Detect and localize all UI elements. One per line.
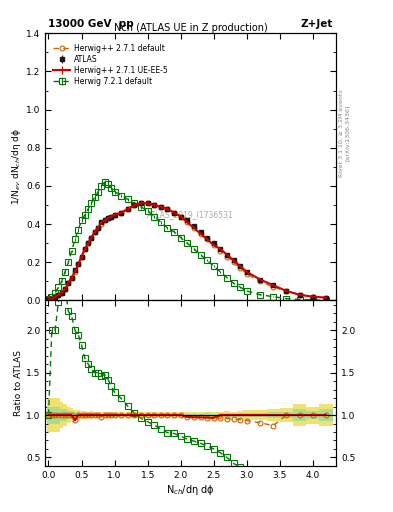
Legend: Herwig++ 2.7.1 default, ATLAS, Herwig++ 2.7.1 UE-EE-5, Herwig 7.2.1 default: Herwig++ 2.7.1 default, ATLAS, Herwig++ … — [52, 42, 169, 87]
Herwig++ 2.7.1 default — [284, 288, 289, 294]
Herwig++ 2.7.1 default — [66, 280, 71, 286]
Text: ATLAS_2019_I1736531: ATLAS_2019_I1736531 — [147, 210, 234, 220]
Title: Nch (ATLAS UE in Z production): Nch (ATLAS UE in Z production) — [114, 23, 268, 33]
Text: Rivet 3.1.10, ≥ 3.2M events: Rivet 3.1.10, ≥ 3.2M events — [339, 89, 344, 177]
Herwig++ 2.7.1 default — [152, 202, 156, 208]
Herwig++ 2.7.1 default — [172, 209, 176, 216]
Herwig++ 2.7.1 default — [165, 206, 170, 212]
Herwig++ 2.7.1 default — [191, 225, 196, 231]
Herwig++ 2.7.1 default — [106, 216, 110, 222]
Herwig++ 2.7.1 default — [109, 214, 114, 220]
Herwig++ 2.7.1 default — [96, 225, 101, 231]
Herwig++ 2.7.1 default — [86, 240, 90, 246]
Text: [arXiv:1306.3436]: [arXiv:1306.3436] — [345, 105, 350, 161]
Herwig++ 2.7.1 default — [298, 292, 302, 298]
Herwig++ 2.7.1 default — [238, 265, 242, 271]
Herwig++ 2.7.1 default — [89, 234, 94, 241]
Herwig++ 2.7.1 default — [231, 259, 236, 265]
Herwig++ 2.7.1 default — [69, 274, 74, 281]
Herwig++ 2.7.1 default — [205, 237, 209, 243]
Herwig++ 2.7.1 default — [185, 219, 190, 225]
Herwig++ 2.7.1 default — [271, 284, 275, 290]
Herwig++ 2.7.1 default — [211, 242, 216, 248]
Herwig++ 2.7.1 default — [225, 253, 230, 260]
Herwig++ 2.7.1 default — [50, 295, 54, 302]
Herwig++ 2.7.1 default — [92, 229, 97, 235]
Herwig++ 2.7.1 default — [198, 230, 203, 237]
Herwig++ 2.7.1 default — [83, 246, 87, 252]
Herwig++ 2.7.1 default — [139, 200, 143, 206]
Herwig++ 2.7.1 default — [79, 253, 84, 260]
Herwig++ 2.7.1 default — [73, 269, 77, 275]
Herwig++ 2.7.1 default — [76, 261, 81, 267]
Herwig++ 2.7.1 default — [310, 293, 315, 300]
Herwig++ 2.7.1 default — [258, 279, 263, 285]
Text: Z+Jet: Z+Jet — [301, 19, 333, 29]
Herwig++ 2.7.1 default — [99, 221, 104, 227]
Herwig++ 2.7.1 default — [125, 206, 130, 212]
Herwig++ 2.7.1 default — [62, 286, 67, 292]
Herwig++ 2.7.1 default — [112, 211, 117, 218]
Herwig++ 2.7.1 default — [324, 294, 329, 301]
Herwig++ 2.7.1 default — [46, 295, 51, 302]
Herwig++ 2.7.1 default — [178, 214, 183, 220]
Herwig++ 2.7.1 default — [53, 293, 57, 300]
Herwig++ 2.7.1 default — [145, 200, 150, 206]
Y-axis label: 1/N$_{ev}$ dN$_{ch}$/dη dϕ: 1/N$_{ev}$ dN$_{ch}$/dη dϕ — [10, 129, 23, 205]
Y-axis label: Ratio to ATLAS: Ratio to ATLAS — [14, 350, 23, 416]
Herwig++ 2.7.1 default — [59, 290, 64, 296]
Herwig++ 2.7.1 default — [218, 248, 223, 254]
Herwig++ 2.7.1 default — [102, 217, 107, 223]
Herwig++ 2.7.1 default — [56, 292, 61, 298]
X-axis label: N$_{ch}$/dη dϕ: N$_{ch}$/dη dϕ — [166, 482, 215, 497]
Line: Herwig++ 2.7.1 default: Herwig++ 2.7.1 default — [46, 201, 329, 301]
Herwig++ 2.7.1 default — [158, 204, 163, 210]
Herwig++ 2.7.1 default — [132, 202, 137, 208]
Herwig++ 2.7.1 default — [119, 209, 123, 216]
Herwig++ 2.7.1 default — [244, 271, 249, 277]
Text: 13000 GeV  pp: 13000 GeV pp — [48, 19, 134, 29]
